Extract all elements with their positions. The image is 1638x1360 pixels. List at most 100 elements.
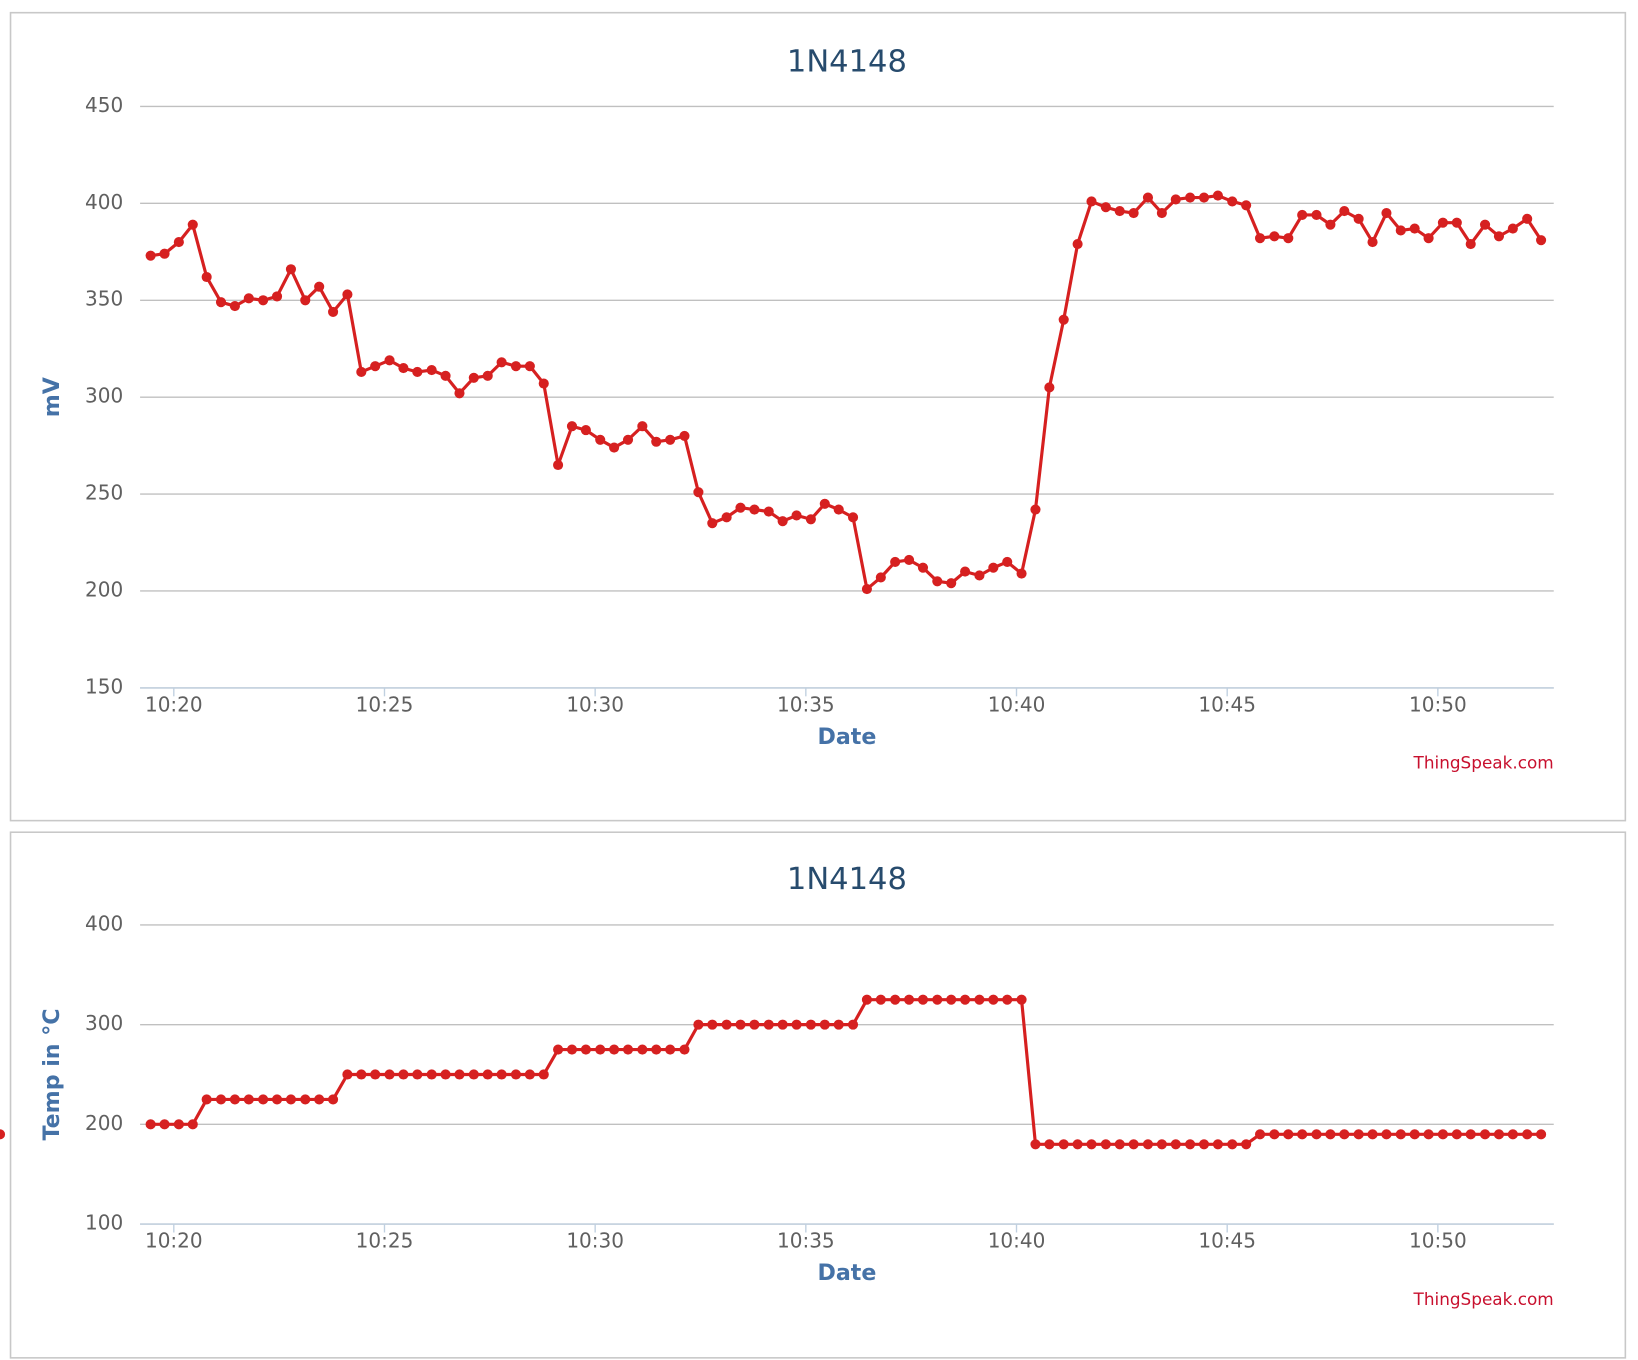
data-point xyxy=(412,1069,423,1080)
y-tick-label: 400 xyxy=(85,911,123,935)
data-point xyxy=(609,1044,620,1055)
data-point xyxy=(1114,1139,1125,1150)
data-point xyxy=(875,994,886,1005)
data-point xyxy=(791,510,802,521)
data-point xyxy=(749,1019,760,1030)
chart-title: 1N4148 xyxy=(787,45,907,80)
data-point xyxy=(595,434,606,445)
x-tick-label: 10:25 xyxy=(356,1228,414,1252)
data-point xyxy=(805,514,816,525)
data-point xyxy=(384,355,395,366)
data-point xyxy=(861,583,872,595)
data-point xyxy=(932,576,943,587)
x-tick-label: 10:20 xyxy=(145,692,203,716)
data-point xyxy=(1142,192,1154,203)
data-point xyxy=(370,1069,381,1080)
data-point xyxy=(1002,556,1013,567)
data-point xyxy=(1479,1129,1491,1140)
data-point xyxy=(679,1044,690,1055)
data-point xyxy=(1451,1129,1462,1140)
data-point xyxy=(609,442,620,453)
data-point xyxy=(637,421,648,432)
data-point xyxy=(271,1094,283,1105)
data-point xyxy=(1058,314,1069,325)
x-tick-label: 10:45 xyxy=(1198,1228,1256,1252)
data-point xyxy=(1254,1129,1266,1140)
chart-panel xyxy=(9,11,1627,822)
data-point xyxy=(1479,219,1491,230)
data-point xyxy=(398,363,409,374)
data-point xyxy=(1507,1129,1518,1140)
data-point xyxy=(0,1129,6,1140)
data-point xyxy=(412,366,423,378)
data-point xyxy=(1212,1139,1223,1150)
data-point xyxy=(566,1044,578,1055)
data-point xyxy=(1325,1129,1336,1140)
data-point xyxy=(1423,233,1434,244)
data-point xyxy=(258,1094,269,1105)
data-point xyxy=(651,436,662,447)
data-point xyxy=(271,291,283,302)
credits: ThingSpeak.com xyxy=(1413,1289,1554,1309)
data-point xyxy=(819,1019,830,1030)
data-point xyxy=(665,1044,676,1055)
data-point xyxy=(917,562,929,573)
data-line xyxy=(150,194,1543,591)
data-point xyxy=(1227,196,1238,207)
data-point xyxy=(665,434,676,445)
data-point xyxy=(833,504,844,515)
data-point xyxy=(1058,1139,1069,1150)
data-point xyxy=(777,1019,788,1030)
data-point xyxy=(1353,1129,1364,1140)
data-point xyxy=(735,1019,746,1030)
data-point xyxy=(215,297,227,308)
data-point xyxy=(1353,213,1364,224)
data-point xyxy=(946,578,957,589)
data-point xyxy=(875,572,886,583)
data-point xyxy=(1044,1139,1055,1150)
data-point xyxy=(370,361,381,372)
data-point xyxy=(1114,206,1125,217)
data-point xyxy=(735,502,746,513)
data-point xyxy=(1395,1129,1406,1140)
data-point xyxy=(1437,217,1448,228)
x-tick-label: 10:20 xyxy=(145,1228,203,1252)
credits: ThingSpeak.com xyxy=(1413,753,1554,773)
data-point xyxy=(1522,1129,1533,1140)
data-point xyxy=(1016,994,1027,1005)
data-point xyxy=(1283,1129,1294,1140)
data-point xyxy=(1522,213,1533,224)
data-point xyxy=(201,271,212,283)
data-point xyxy=(861,994,872,1005)
data-point xyxy=(819,498,830,509)
x-tick-label: 10:25 xyxy=(356,692,414,716)
data-point xyxy=(243,1094,254,1105)
data-point xyxy=(510,1069,521,1080)
data-point xyxy=(1170,1139,1181,1150)
data-point xyxy=(1297,209,1308,221)
data-point xyxy=(1100,202,1111,213)
data-point xyxy=(1451,217,1462,228)
data-point xyxy=(580,1044,591,1055)
data-point xyxy=(791,1019,802,1030)
y-tick-label: 200 xyxy=(85,1111,123,1135)
data-point xyxy=(1297,1129,1308,1140)
data-point xyxy=(637,1044,648,1055)
data-point xyxy=(1395,225,1406,236)
x-tick-label: 10:35 xyxy=(777,692,835,716)
data-point xyxy=(833,1019,844,1030)
data-point xyxy=(1339,1129,1350,1140)
data-point xyxy=(243,293,254,304)
data-point xyxy=(468,1069,479,1080)
data-point xyxy=(356,366,367,378)
data-point xyxy=(1128,1139,1139,1150)
data-point xyxy=(1311,1129,1322,1140)
data-point xyxy=(1493,1129,1505,1140)
data-point xyxy=(314,1094,325,1105)
data-point xyxy=(1241,1139,1252,1150)
data-point xyxy=(777,516,788,527)
data-point xyxy=(187,1119,198,1130)
data-point xyxy=(426,1069,437,1080)
data-point xyxy=(1536,1129,1547,1140)
y-tick-label: 150 xyxy=(85,674,123,698)
